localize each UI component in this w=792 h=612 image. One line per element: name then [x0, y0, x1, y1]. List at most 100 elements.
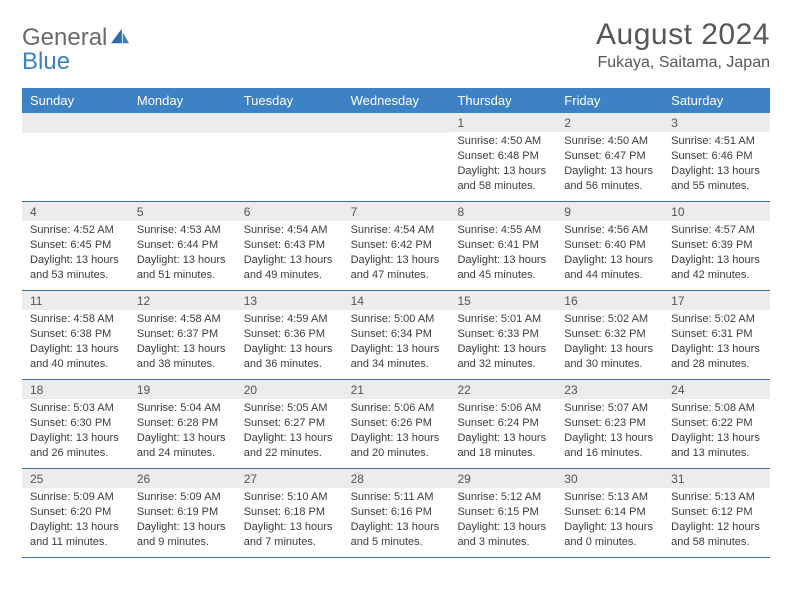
day-info-line: Sunset: 6:48 PM [457, 149, 548, 164]
day-body: Sunrise: 4:54 AMSunset: 6:42 PMDaylight:… [343, 221, 450, 286]
day-body: Sunrise: 4:51 AMSunset: 6:46 PMDaylight:… [663, 132, 770, 197]
day-body: Sunrise: 5:06 AMSunset: 6:26 PMDaylight:… [343, 399, 450, 464]
week-row: 11Sunrise: 4:58 AMSunset: 6:38 PMDayligh… [22, 291, 770, 380]
day-info-line: Sunset: 6:46 PM [671, 149, 762, 164]
day-info-line: Sunrise: 5:06 AM [351, 401, 442, 416]
day-number: 7 [343, 202, 450, 221]
day-number: 20 [236, 380, 343, 399]
day-body: Sunrise: 4:50 AMSunset: 6:47 PMDaylight:… [556, 132, 663, 197]
day-info-line: Sunrise: 5:06 AM [457, 401, 548, 416]
day-info-line: Sunset: 6:47 PM [564, 149, 655, 164]
day-info-line: Sunrise: 4:50 AM [564, 134, 655, 149]
day-info-line: Sunrise: 4:54 AM [351, 223, 442, 238]
day-info-line: Daylight: 13 hours and 38 minutes. [137, 342, 228, 372]
day-info-line: Sunset: 6:22 PM [671, 416, 762, 431]
day-info-line: Daylight: 13 hours and 20 minutes. [351, 431, 442, 461]
day-number: 21 [343, 380, 450, 399]
day-info-line: Sunset: 6:31 PM [671, 327, 762, 342]
day-number [129, 113, 236, 133]
day-info-line: Daylight: 13 hours and 22 minutes. [244, 431, 335, 461]
day-info-line: Daylight: 12 hours and 58 minutes. [671, 520, 762, 550]
day-number: 18 [22, 380, 129, 399]
day-info-line: Daylight: 13 hours and 53 minutes. [30, 253, 121, 283]
logo: GeneralBlue [22, 18, 131, 76]
day-info-line: Daylight: 13 hours and 26 minutes. [30, 431, 121, 461]
day-body [343, 133, 450, 139]
day-body: Sunrise: 5:13 AMSunset: 6:14 PMDaylight:… [556, 488, 663, 553]
day-info-line: Sunrise: 4:52 AM [30, 223, 121, 238]
day-number: 19 [129, 380, 236, 399]
day-cell: 19Sunrise: 5:04 AMSunset: 6:28 PMDayligh… [129, 380, 236, 468]
week-row: 25Sunrise: 5:09 AMSunset: 6:20 PMDayligh… [22, 469, 770, 558]
day-info-line: Daylight: 13 hours and 44 minutes. [564, 253, 655, 283]
day-body: Sunrise: 5:07 AMSunset: 6:23 PMDaylight:… [556, 399, 663, 464]
day-cell: 29Sunrise: 5:12 AMSunset: 6:15 PMDayligh… [449, 469, 556, 557]
day-info-line: Daylight: 13 hours and 7 minutes. [244, 520, 335, 550]
day-info-line: Sunset: 6:16 PM [351, 505, 442, 520]
day-info-line: Sunrise: 5:05 AM [244, 401, 335, 416]
day-cell: 3Sunrise: 4:51 AMSunset: 6:46 PMDaylight… [663, 113, 770, 201]
day-info-line: Sunrise: 4:53 AM [137, 223, 228, 238]
day-info-line: Sunset: 6:20 PM [30, 505, 121, 520]
page-title: August 2024 [596, 18, 770, 52]
day-number: 25 [22, 469, 129, 488]
day-cell [129, 113, 236, 201]
day-info-line: Sunrise: 5:13 AM [671, 490, 762, 505]
day-info-line: Sunrise: 5:03 AM [30, 401, 121, 416]
day-info-line: Daylight: 13 hours and 40 minutes. [30, 342, 121, 372]
day-info-line: Sunset: 6:34 PM [351, 327, 442, 342]
day-info-line: Sunset: 6:33 PM [457, 327, 548, 342]
day-info-line: Sunrise: 5:00 AM [351, 312, 442, 327]
day-body: Sunrise: 4:52 AMSunset: 6:45 PMDaylight:… [22, 221, 129, 286]
day-cell: 25Sunrise: 5:09 AMSunset: 6:20 PMDayligh… [22, 469, 129, 557]
title-block: August 2024 Fukaya, Saitama, Japan [596, 18, 770, 72]
day-info-line: Sunrise: 5:04 AM [137, 401, 228, 416]
day-body: Sunrise: 5:03 AMSunset: 6:30 PMDaylight:… [22, 399, 129, 464]
day-number: 10 [663, 202, 770, 221]
day-body [236, 133, 343, 139]
day-number: 6 [236, 202, 343, 221]
day-body: Sunrise: 5:00 AMSunset: 6:34 PMDaylight:… [343, 310, 450, 375]
day-info-line: Sunset: 6:44 PM [137, 238, 228, 253]
day-info-line: Sunset: 6:30 PM [30, 416, 121, 431]
day-cell: 26Sunrise: 5:09 AMSunset: 6:19 PMDayligh… [129, 469, 236, 557]
weekday-header: Saturday [663, 88, 770, 113]
day-number: 8 [449, 202, 556, 221]
day-info-line: Sunrise: 5:08 AM [671, 401, 762, 416]
day-info-line: Sunrise: 4:56 AM [564, 223, 655, 238]
day-cell: 17Sunrise: 5:02 AMSunset: 6:31 PMDayligh… [663, 291, 770, 379]
day-number: 24 [663, 380, 770, 399]
weekday-header: Wednesday [343, 88, 450, 113]
day-number: 17 [663, 291, 770, 310]
day-info-line: Sunrise: 5:02 AM [564, 312, 655, 327]
sail-icon [109, 24, 131, 52]
day-body: Sunrise: 5:05 AMSunset: 6:27 PMDaylight:… [236, 399, 343, 464]
day-body: Sunrise: 4:59 AMSunset: 6:36 PMDaylight:… [236, 310, 343, 375]
day-body: Sunrise: 4:53 AMSunset: 6:44 PMDaylight:… [129, 221, 236, 286]
weekday-header: Tuesday [236, 88, 343, 113]
day-info-line: Sunset: 6:37 PM [137, 327, 228, 342]
day-info-line: Sunrise: 5:11 AM [351, 490, 442, 505]
day-number: 12 [129, 291, 236, 310]
day-info-line: Sunset: 6:42 PM [351, 238, 442, 253]
day-info-line: Sunrise: 5:01 AM [457, 312, 548, 327]
day-number: 5 [129, 202, 236, 221]
day-cell: 18Sunrise: 5:03 AMSunset: 6:30 PMDayligh… [22, 380, 129, 468]
day-cell: 7Sunrise: 4:54 AMSunset: 6:42 PMDaylight… [343, 202, 450, 290]
day-info-line: Sunrise: 5:02 AM [671, 312, 762, 327]
day-number: 13 [236, 291, 343, 310]
day-info-line: Daylight: 13 hours and 0 minutes. [564, 520, 655, 550]
day-info-line: Daylight: 13 hours and 32 minutes. [457, 342, 548, 372]
day-info-line: Sunrise: 5:10 AM [244, 490, 335, 505]
day-body: Sunrise: 5:10 AMSunset: 6:18 PMDaylight:… [236, 488, 343, 553]
day-info-line: Daylight: 13 hours and 11 minutes. [30, 520, 121, 550]
day-cell: 11Sunrise: 4:58 AMSunset: 6:38 PMDayligh… [22, 291, 129, 379]
day-body: Sunrise: 5:01 AMSunset: 6:33 PMDaylight:… [449, 310, 556, 375]
day-info-line: Daylight: 13 hours and 55 minutes. [671, 164, 762, 194]
day-info-line: Sunset: 6:14 PM [564, 505, 655, 520]
day-info-line: Daylight: 13 hours and 47 minutes. [351, 253, 442, 283]
day-number: 11 [22, 291, 129, 310]
day-number: 31 [663, 469, 770, 488]
day-number: 15 [449, 291, 556, 310]
day-cell: 30Sunrise: 5:13 AMSunset: 6:14 PMDayligh… [556, 469, 663, 557]
